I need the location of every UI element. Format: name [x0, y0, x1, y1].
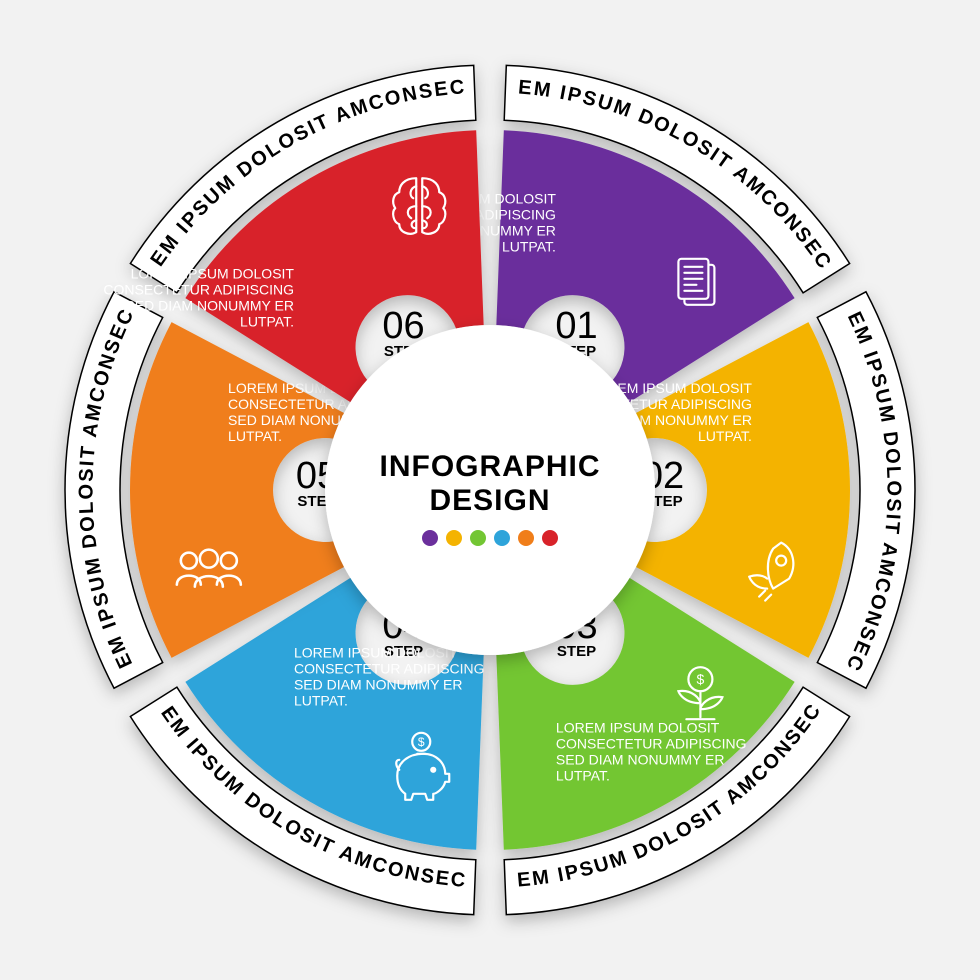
step-number-06: 06: [382, 305, 424, 347]
svg-text:$: $: [697, 671, 705, 687]
document-icon: [678, 259, 714, 305]
step-label-03: STEP: [557, 643, 596, 660]
legend-dot-1: [446, 530, 462, 546]
center-title-line2: DESIGN: [429, 484, 550, 517]
center-title-line1: INFOGRAPHIC: [380, 450, 601, 483]
legend-dot-0: [422, 530, 438, 546]
step-number-01: 01: [555, 305, 597, 347]
legend-dot-5: [542, 530, 558, 546]
svg-text:$: $: [418, 735, 425, 749]
legend-dot-4: [518, 530, 534, 546]
legend-dot-2: [470, 530, 486, 546]
legend-dot-3: [494, 530, 510, 546]
